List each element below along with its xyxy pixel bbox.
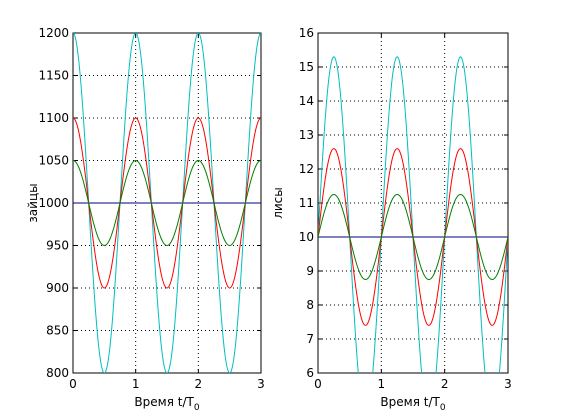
- y-tick-label: 10: [299, 230, 314, 244]
- y-tick-label: 11: [299, 196, 314, 210]
- y-tick-label: 1000: [38, 196, 69, 210]
- y-tick-label: 1150: [38, 69, 69, 83]
- x-tick-label: 3: [504, 377, 512, 391]
- y-tick-label: 800: [46, 366, 69, 380]
- y-tick-label: 850: [46, 324, 69, 338]
- x-tick-label: 0: [314, 377, 322, 391]
- x-tick-label: 2: [441, 377, 449, 391]
- y-tick-label: 8: [306, 298, 314, 312]
- y-tick-label: 950: [46, 239, 69, 253]
- x-tick-label: 1: [132, 377, 140, 391]
- y-tick-label: 14: [299, 94, 314, 108]
- y-tick-label: 1200: [38, 26, 69, 40]
- x-tick-label: 3: [257, 377, 265, 391]
- x-axis-label-subscript: 0: [194, 403, 200, 413]
- x-axis-label: Время t/T0: [134, 395, 199, 413]
- x-axis-label-main: Время t/T: [134, 395, 194, 409]
- series-line-4: [318, 193, 508, 281]
- y-tick-label: 15: [299, 60, 314, 74]
- y-axis-label: лисы: [271, 187, 285, 219]
- y-tick-label: 9: [306, 264, 314, 278]
- y-tick-label: 1100: [38, 111, 69, 125]
- x-tick-label: 0: [69, 377, 77, 391]
- plot-area: [317, 32, 509, 374]
- x-tick-label: 1: [378, 377, 386, 391]
- y-tick-label: 7: [306, 332, 314, 346]
- subplot-1: 0 1 2 3 800 850 900 950 1000 1050 1100 1150 1200 зайц…: [26, 26, 265, 413]
- series-line-4: [73, 159, 261, 247]
- x-tick-label: 2: [195, 377, 203, 391]
- y-tick-label: 16: [299, 26, 314, 40]
- series-group: [73, 33, 261, 373]
- series-group: [318, 56, 508, 373]
- y-tick-label: 1050: [38, 154, 69, 168]
- y-tick-label: 13: [299, 128, 314, 142]
- y-tick-label: 900: [46, 281, 69, 295]
- y-axis-label: зайцы: [26, 183, 40, 222]
- series-line-3: [73, 117, 261, 289]
- x-axis-label: Время t/T0: [380, 395, 445, 413]
- y-tick-label: 12: [299, 162, 314, 176]
- x-axis-label-main: Время t/T: [380, 395, 440, 409]
- x-axis-label-subscript: 0: [440, 403, 446, 413]
- y-tick-label: 6: [306, 366, 314, 380]
